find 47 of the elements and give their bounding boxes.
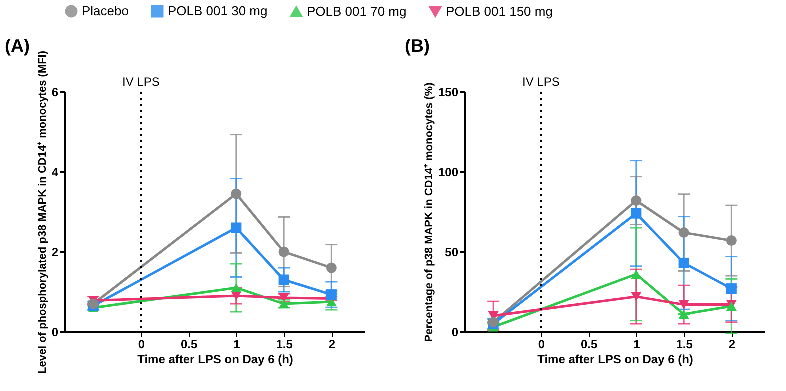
- x-tick-label: 1: [634, 338, 641, 352]
- point: [631, 208, 642, 219]
- y-tick-label: 4: [52, 166, 59, 180]
- point: [678, 258, 690, 268]
- point: [678, 228, 690, 238]
- y-tick-label: 0: [52, 326, 59, 340]
- point: [631, 270, 642, 279]
- legend-label: POLB 001 30 mg: [168, 4, 268, 19]
- y-tick-label: 100: [438, 166, 459, 180]
- point: [726, 284, 737, 294]
- x-axis-title: Time after LPS on Day 6 (h): [538, 352, 694, 366]
- legend-label: POLB 001 70 mg: [307, 4, 407, 19]
- point: [726, 236, 737, 246]
- legend-label: POLB 001 150 mg: [446, 4, 553, 19]
- x-tick-label: 1.5: [676, 338, 694, 352]
- x-tick-label: 1.5: [276, 338, 294, 352]
- x-tick-label: 2: [728, 338, 736, 352]
- ref-line-label: IV LPS: [522, 75, 560, 89]
- chart-title: (A): [5, 36, 30, 56]
- point: [231, 222, 242, 234]
- x-tick-label: 0: [538, 338, 546, 352]
- point: [326, 262, 337, 274]
- x-tick-label: 2: [328, 338, 336, 352]
- ref-line-label: IV LPS: [122, 75, 160, 89]
- point: [231, 188, 242, 200]
- point: [678, 310, 690, 319]
- point: [678, 300, 690, 310]
- point: [278, 274, 290, 286]
- x-axis-title: Time after LPS on Day 6 (h): [138, 352, 294, 366]
- chart-title: (B): [405, 36, 430, 56]
- x-tick-label: 1: [234, 338, 241, 352]
- y-tick-label: 6: [52, 86, 59, 100]
- y-tick-label: 150: [438, 86, 459, 100]
- y-tick-label: 0: [452, 326, 459, 340]
- y-axis-title: Level of phosphorylated p38 MAPK in CD14⁺ monocytes (MFI): [36, 50, 49, 374]
- y-axis-title: Percentage of p38 MAPK in CD14⁺ monocytes (%): [423, 82, 436, 342]
- x-tick-label: 0: [138, 338, 146, 352]
- x-tick-label: 0.5: [580, 338, 598, 352]
- point: [631, 196, 642, 206]
- point: [231, 283, 242, 293]
- y-tick-label: 50: [445, 246, 459, 260]
- point: [278, 246, 290, 258]
- y-tick-label: 2: [52, 246, 59, 260]
- point: [326, 290, 337, 300]
- point: [631, 292, 642, 302]
- x-tick-label: 0.5: [180, 338, 198, 352]
- legend-label: Placebo: [82, 4, 129, 19]
